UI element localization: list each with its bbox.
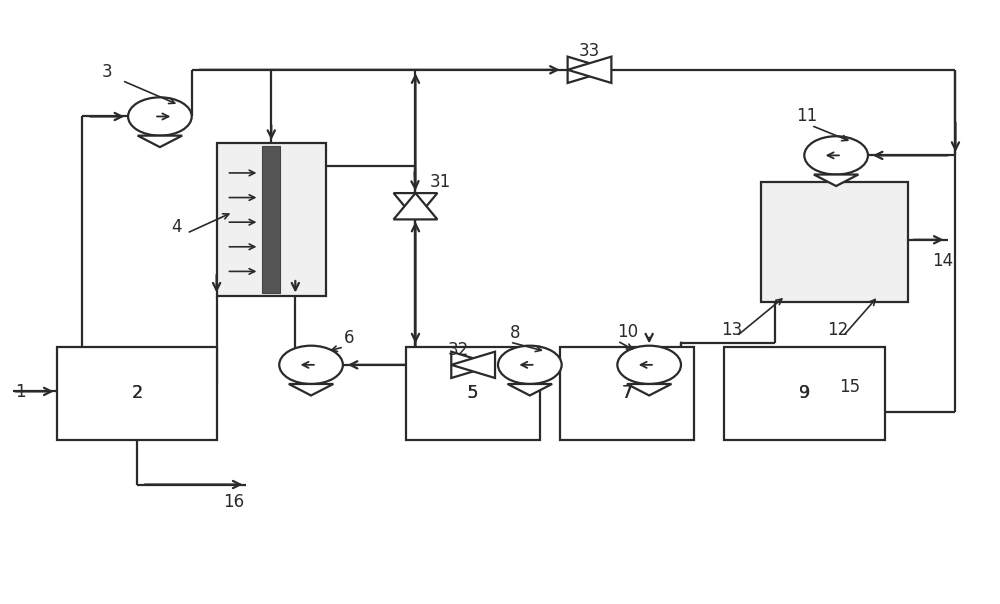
Polygon shape [394, 193, 437, 219]
Text: 7: 7 [622, 384, 633, 402]
Bar [217, 143, 326, 296]
Text: 16: 16 [223, 493, 244, 512]
Polygon shape [814, 175, 858, 186]
Polygon shape [568, 57, 611, 83]
Polygon shape [508, 384, 552, 396]
Text: 7: 7 [621, 384, 633, 402]
Polygon shape [627, 384, 671, 396]
Polygon shape [289, 384, 333, 396]
Text: 3: 3 [102, 63, 113, 80]
Text: 12: 12 [827, 321, 849, 339]
Text: 32: 32 [448, 341, 469, 359]
Text: 11: 11 [796, 108, 817, 126]
Text: 4: 4 [172, 218, 182, 236]
Circle shape [498, 345, 562, 384]
Bar [724, 347, 885, 440]
Circle shape [617, 345, 681, 384]
Bar [406, 347, 540, 440]
Polygon shape [568, 57, 611, 83]
Circle shape [128, 97, 192, 136]
Text: 13: 13 [721, 321, 742, 339]
Text: 9: 9 [799, 384, 810, 402]
Text: 5: 5 [468, 384, 478, 402]
Text: 10: 10 [617, 323, 638, 341]
Circle shape [804, 137, 868, 175]
Text: 2: 2 [131, 384, 143, 402]
Text: 2: 2 [132, 384, 142, 402]
Polygon shape [451, 352, 495, 378]
Text: 1: 1 [15, 383, 26, 401]
Text: 33: 33 [579, 42, 600, 60]
Text: 6: 6 [344, 329, 354, 347]
Text: 9: 9 [799, 384, 810, 402]
Text: 31: 31 [430, 173, 451, 191]
Bar [560, 347, 694, 440]
Text: 15: 15 [839, 378, 861, 396]
Circle shape [279, 345, 343, 384]
Text: 14: 14 [932, 252, 953, 271]
Polygon shape [451, 352, 495, 378]
Text: 8: 8 [510, 324, 520, 342]
Polygon shape [138, 136, 182, 147]
Text: 5: 5 [467, 384, 478, 402]
Polygon shape [394, 193, 437, 219]
Bar [57, 347, 217, 440]
Bar [262, 146, 280, 293]
Bar [761, 182, 908, 302]
